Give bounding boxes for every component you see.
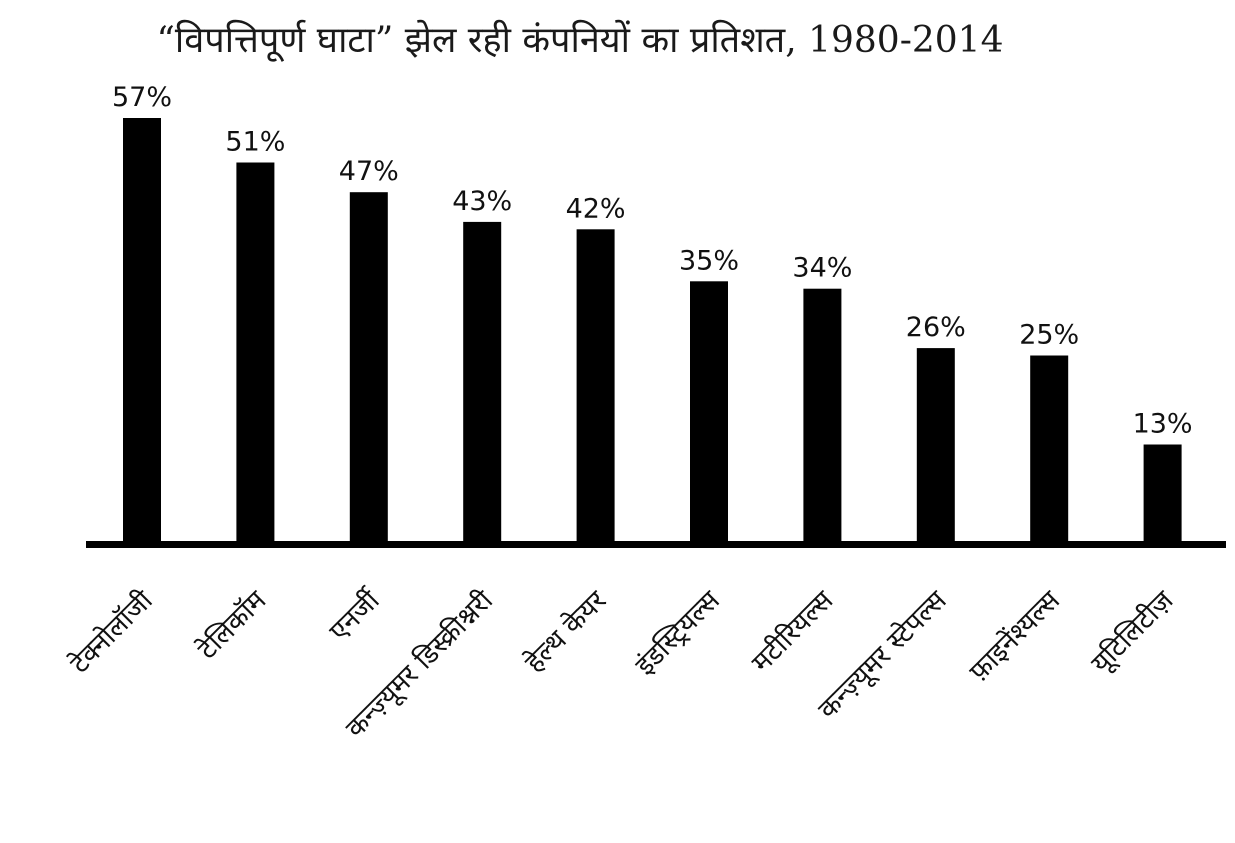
x-axis-line	[86, 541, 1226, 548]
bar-1	[123, 118, 161, 542]
bars-group	[123, 118, 1182, 543]
category-label-3: एनर्जी	[323, 583, 387, 647]
value-label-4: 43%	[452, 186, 512, 217]
bar-7	[803, 288, 842, 542]
bar-8	[916, 348, 955, 542]
value-label-2: 51%	[225, 127, 285, 158]
value-label-8: 26%	[906, 312, 966, 343]
category-label-10: यूटिलिटीज़	[1085, 584, 1181, 680]
bar-6	[690, 281, 728, 542]
chart-title: “विपत्तिपूर्ण घाटा” झेल रही कंपनियों का …	[157, 19, 1004, 62]
value-label-7: 34%	[792, 253, 852, 284]
category-label-1: टेक्नोलॉजी	[64, 584, 160, 680]
bar-4	[463, 221, 502, 542]
bar-10	[1143, 444, 1182, 542]
value-label-3: 47%	[339, 156, 399, 187]
category-label-5: हेल्थ केयर	[518, 584, 613, 679]
category-label-6: इंडस्ट्रियल्स	[629, 584, 727, 682]
category-labels-group: टेक्नोलॉजी टेलिकॉम एनर्जीकन्ज़्यूमर डिस्क्…	[64, 583, 1181, 745]
bar-3	[349, 192, 388, 542]
category-label-2: टेलिकॉम	[191, 584, 273, 666]
bar-2	[236, 162, 275, 542]
value-label-1: 57%	[112, 82, 172, 113]
value-label-6: 35%	[679, 245, 739, 276]
category-label-7: मटीरियल्स	[745, 584, 840, 679]
bar-5	[576, 229, 615, 543]
value-labels-group: 57% 51% 47% 43% 42% 35% 34% 26% 25% 13%	[112, 82, 1193, 440]
bar-9	[1030, 355, 1069, 542]
value-label-5: 42%	[566, 193, 626, 224]
category-label-9: फ़ाइनेंश्यल्स	[963, 584, 1067, 688]
value-label-9: 25%	[1019, 320, 1079, 351]
value-label-10: 13%	[1133, 409, 1193, 440]
